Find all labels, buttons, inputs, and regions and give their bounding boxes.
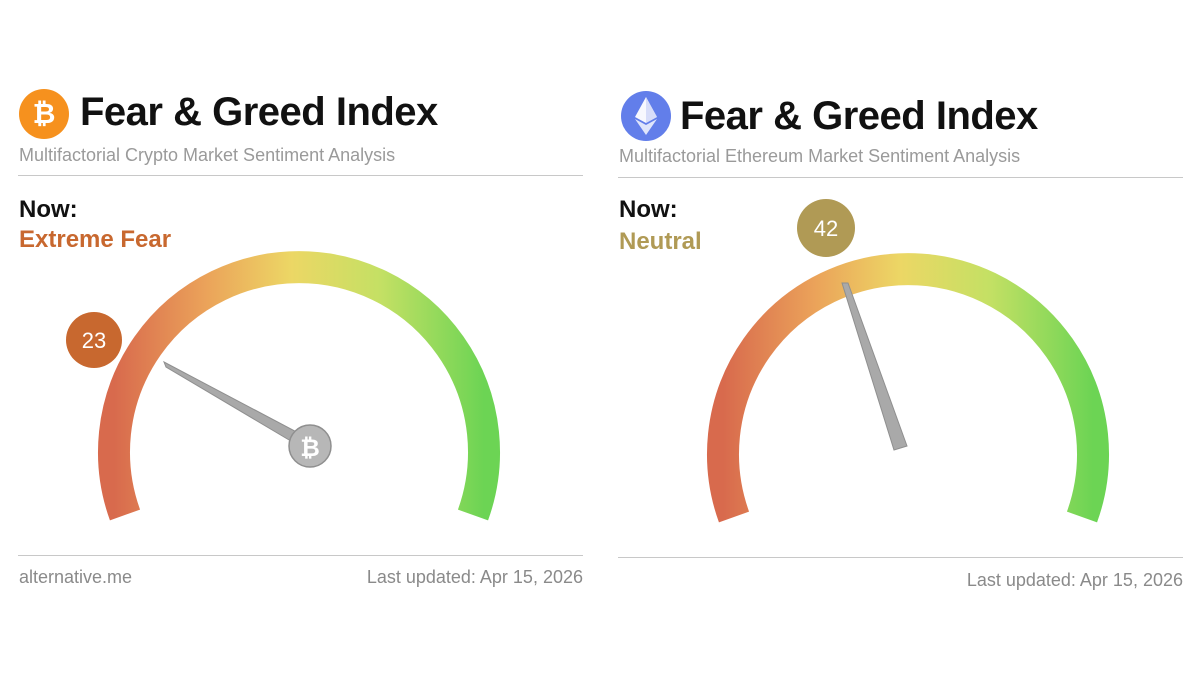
subtitle: Multifactorial Ethereum Market Sentiment… [619,146,1021,166]
ethereum-icon [621,91,671,141]
value-badge: 42 [797,199,855,257]
page-title: Fear & Greed Index [80,90,438,134]
gauge-hub: ₿ [288,424,332,468]
gauge-arc [707,253,1109,523]
now-label: Now: [619,196,678,223]
divider [18,175,583,176]
bitcoin-icon: ₿ [19,89,69,139]
ethereum-fear-greed-panel: Fear & Greed Index Multifactorial Ethere… [618,0,1183,675]
value-badge: 23 [66,312,122,368]
svg-text:₿: ₿ [33,97,56,130]
sentiment-label: Neutral [619,228,702,255]
last-updated: Last updated: Apr 15, 2026 [366,567,583,587]
sentiment-label: Extreme Fear [19,226,172,253]
gauge-arc [98,251,500,521]
last-updated: Last updated: Apr 15, 2026 [966,570,1183,590]
svg-text:23: 23 [82,328,106,353]
divider [618,177,1183,178]
fear-greed-gauge: ₿ 23 [66,251,500,521]
footer-divider [618,557,1183,558]
gauge-needle [163,360,309,451]
subtitle: Multifactorial Crypto Market Sentiment A… [19,145,396,165]
now-label: Now: [19,196,78,223]
bitcoin-fear-greed-panel: ₿ Fear & Greed Index Multifactorial Cryp… [18,0,583,675]
footer-divider [18,555,583,556]
fear-greed-gauge: 42 [707,199,1109,523]
svg-text:42: 42 [814,216,838,241]
source-link[interactable]: alternative.me [19,567,133,587]
gauge-needle [841,282,908,451]
page-title: Fear & Greed Index [680,94,1038,138]
bitcoin-icon: ₿ [300,434,320,462]
